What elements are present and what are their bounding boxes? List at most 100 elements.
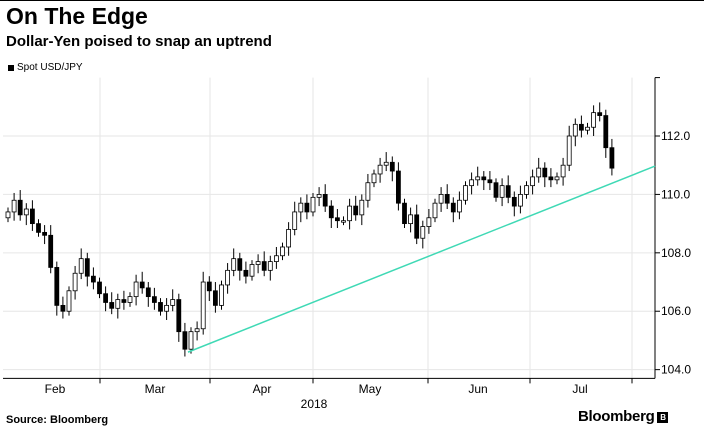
candle	[609, 138, 615, 176]
candle	[377, 157, 383, 183]
candle-body	[481, 176, 487, 181]
candle	[225, 263, 231, 294]
candle	[426, 209, 432, 234]
candle-body	[243, 269, 249, 277]
candle	[29, 200, 35, 231]
candle	[389, 156, 395, 182]
candle-body	[237, 258, 243, 271]
candle	[444, 184, 450, 210]
y-tick-label: 104.0	[661, 363, 691, 377]
candle	[438, 187, 444, 212]
candle	[127, 292, 133, 307]
candle	[84, 252, 90, 287]
top-border	[0, 0, 704, 1]
candle	[212, 282, 218, 313]
bloomberg-logo: Bloomberg B	[578, 408, 669, 425]
candle-body	[139, 281, 145, 289]
y-tick-label: 106.0	[661, 304, 691, 318]
candle	[505, 175, 511, 204]
candle-body	[292, 211, 298, 230]
candle-body	[145, 287, 151, 298]
candle	[237, 252, 243, 281]
candle	[48, 225, 54, 274]
candle	[536, 157, 542, 183]
candle-body	[414, 214, 420, 239]
candle	[603, 109, 609, 158]
candle	[103, 286, 108, 312]
legend-swatch	[8, 64, 14, 71]
candle	[60, 296, 66, 319]
candle	[475, 166, 481, 186]
candle	[353, 195, 359, 221]
candle-body	[121, 299, 127, 303]
candle	[200, 271, 206, 335]
candle-body	[273, 255, 279, 262]
candle	[585, 122, 590, 135]
candle	[109, 292, 115, 315]
candle	[316, 187, 322, 207]
x-axis-label: 2018	[301, 397, 328, 411]
candle	[579, 115, 584, 138]
candle	[11, 192, 17, 221]
candle-body	[542, 167, 548, 178]
candle-body	[200, 281, 206, 330]
candle	[481, 171, 487, 191]
candle	[231, 248, 237, 277]
candle	[158, 298, 163, 316]
candle-body	[17, 199, 23, 216]
candle-body	[219, 284, 224, 306]
candle-body	[347, 205, 353, 222]
candle-body	[84, 258, 90, 277]
candle	[499, 178, 505, 207]
candle-body	[341, 220, 346, 223]
candle	[42, 225, 47, 245]
candle-body	[450, 202, 456, 213]
candle-body	[115, 299, 121, 309]
candle-body	[554, 176, 560, 181]
candle-body	[536, 167, 542, 178]
candle	[298, 197, 304, 223]
y-tick-label: 108.0	[661, 246, 691, 260]
candle-body	[72, 272, 78, 292]
candle-body	[280, 246, 285, 257]
candle-body	[103, 293, 108, 303]
candle-body	[432, 202, 438, 219]
candle	[469, 172, 475, 195]
candle	[261, 251, 267, 277]
candle	[121, 290, 127, 310]
candle	[395, 162, 401, 211]
candle	[542, 162, 548, 188]
candle	[194, 321, 200, 341]
candle	[530, 169, 535, 195]
candle	[206, 276, 212, 302]
candle-body	[225, 269, 231, 286]
candle-body	[463, 185, 468, 201]
source-note: Source: Bloomberg	[6, 414, 109, 426]
candle-body	[176, 299, 182, 333]
candle	[463, 181, 468, 205]
candle-body	[597, 112, 603, 116]
candle-body	[42, 231, 47, 236]
candle	[72, 265, 78, 300]
candle	[456, 191, 462, 220]
candle-body	[322, 194, 328, 207]
x-tick-label: May	[359, 382, 382, 396]
candle	[322, 184, 328, 212]
candle-body	[261, 261, 267, 271]
candle	[518, 185, 523, 214]
candle-body	[97, 281, 102, 295]
candle-body	[389, 161, 395, 172]
candle-body	[304, 202, 310, 213]
candle-body	[499, 185, 505, 198]
candle	[572, 118, 578, 147]
candle-body	[566, 135, 572, 166]
candle-body	[377, 164, 383, 175]
candle	[176, 293, 182, 342]
chart-subtitle: Dollar-Yen poised to snap an uptrend	[6, 33, 272, 50]
candle-body	[353, 205, 359, 216]
y-tick-label: 110.0	[661, 187, 690, 201]
candle	[280, 242, 285, 261]
candle-body	[170, 299, 176, 306]
candle-body	[334, 217, 340, 222]
candle	[133, 274, 139, 306]
